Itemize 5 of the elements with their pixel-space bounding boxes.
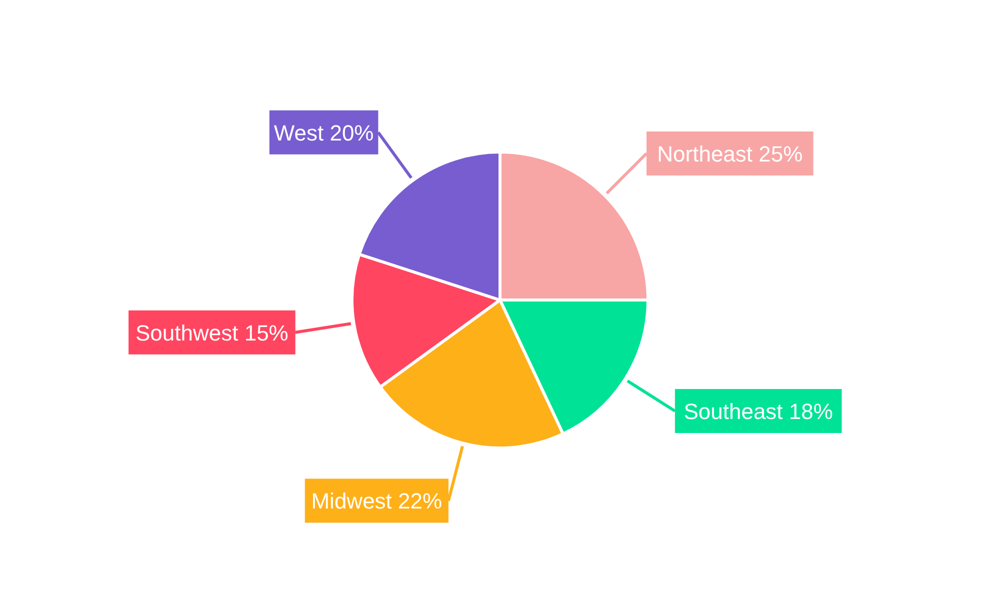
slice-label: Northeast 25% [657,141,803,166]
slice-label: West 20% [274,120,374,146]
slice-label: Southeast 18% [684,399,833,424]
slice-label: Southwest 15% [136,320,288,346]
slice-label: Midwest 22% [311,488,442,514]
